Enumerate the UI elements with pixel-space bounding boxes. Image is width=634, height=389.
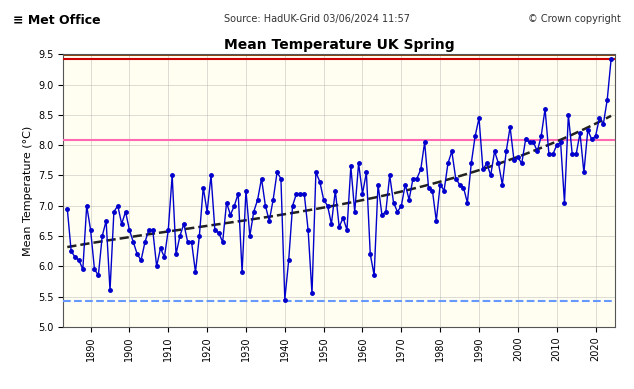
Text: © Crown copyright: © Crown copyright <box>529 14 621 24</box>
Bar <box>63 54 615 56</box>
Text: Source: HadUK-Grid 03/06/2024 11:57: Source: HadUK-Grid 03/06/2024 11:57 <box>224 14 410 24</box>
Text: ≡ Met Office: ≡ Met Office <box>13 14 100 26</box>
Title: Mean Temperature UK Spring: Mean Temperature UK Spring <box>224 38 455 52</box>
Y-axis label: Mean Temperature (°C): Mean Temperature (°C) <box>23 126 32 256</box>
